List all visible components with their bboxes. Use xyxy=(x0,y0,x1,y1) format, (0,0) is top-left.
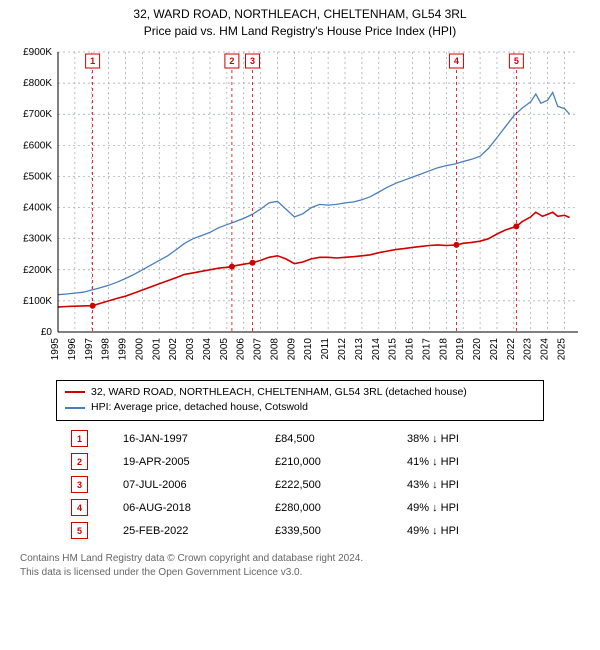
svg-text:2007: 2007 xyxy=(253,337,264,360)
svg-text:2002: 2002 xyxy=(168,337,179,360)
svg-text:2003: 2003 xyxy=(185,337,196,360)
footnote-line1: Contains HM Land Registry data © Crown c… xyxy=(20,552,580,566)
legend-label-property: 32, WARD ROAD, NORTHLEACH, CHELTENHAM, G… xyxy=(91,385,467,401)
svg-text:2010: 2010 xyxy=(303,337,314,360)
sale-price: £222,500 xyxy=(269,473,401,496)
title-line2: Price paid vs. HM Land Registry's House … xyxy=(0,23,600,40)
svg-text:1999: 1999 xyxy=(118,337,129,360)
legend-item-property: 32, WARD ROAD, NORTHLEACH, CHELTENHAM, G… xyxy=(65,385,535,401)
svg-text:2000: 2000 xyxy=(134,337,145,360)
sale-date: 06-AUG-2018 xyxy=(117,496,269,519)
svg-text:£900K: £900K xyxy=(23,47,52,58)
svg-text:2023: 2023 xyxy=(523,337,534,360)
sale-delta: 49% ↓ HPI xyxy=(401,496,535,519)
svg-text:4: 4 xyxy=(454,56,459,66)
svg-text:3: 3 xyxy=(250,56,255,66)
svg-text:£200K: £200K xyxy=(23,264,52,275)
svg-text:1996: 1996 xyxy=(67,337,78,360)
svg-text:£300K: £300K xyxy=(23,233,52,244)
svg-text:2024: 2024 xyxy=(540,337,551,360)
svg-text:£0: £0 xyxy=(41,327,53,338)
marker-box-icon: 4 xyxy=(71,499,88,516)
svg-text:£800K: £800K xyxy=(23,78,52,89)
sale-date: 07-JUL-2006 xyxy=(117,473,269,496)
sale-date: 19-APR-2005 xyxy=(117,450,269,473)
svg-text:1995: 1995 xyxy=(50,337,61,360)
svg-text:2011: 2011 xyxy=(320,337,331,359)
sale-price: £339,500 xyxy=(269,519,401,542)
sale-point-row: 3 07-JUL-2006£222,50043% ↓ HPI xyxy=(65,473,535,496)
svg-text:2020: 2020 xyxy=(472,337,483,360)
svg-text:2015: 2015 xyxy=(388,337,399,360)
svg-text:2005: 2005 xyxy=(219,337,230,360)
legend-swatch-property xyxy=(65,391,85,393)
footnote: Contains HM Land Registry data © Crown c… xyxy=(10,548,590,587)
svg-text:2018: 2018 xyxy=(438,337,449,360)
svg-text:£700K: £700K xyxy=(23,109,52,120)
sale-delta: 38% ↓ HPI xyxy=(401,427,535,450)
svg-text:1: 1 xyxy=(90,56,95,66)
marker-box-icon: 2 xyxy=(71,453,88,470)
sale-points-table: 1 16-JAN-1997£84,50038% ↓ HPI 2 19-APR-2005… xyxy=(65,427,535,542)
svg-text:2022: 2022 xyxy=(506,337,517,360)
marker-box-icon: 3 xyxy=(71,476,88,493)
svg-text:2017: 2017 xyxy=(421,337,432,360)
chart-title-block: 32, WARD ROAD, NORTHLEACH, CHELTENHAM, G… xyxy=(0,0,600,42)
sale-point-row: 4 06-AUG-2018£280,00049% ↓ HPI xyxy=(65,496,535,519)
sale-price: £280,000 xyxy=(269,496,401,519)
chart-area: £0 £100K £200K £300K £400K £500K £600K £700K £80… xyxy=(10,42,590,372)
svg-text:2025: 2025 xyxy=(556,337,567,360)
footnote-line2: This data is licensed under the Open Gov… xyxy=(20,566,580,580)
svg-text:5: 5 xyxy=(514,56,519,66)
sale-date: 25-FEB-2022 xyxy=(117,519,269,542)
marker-box-icon: 1 xyxy=(71,430,88,447)
svg-text:2008: 2008 xyxy=(269,337,280,360)
svg-text:1997: 1997 xyxy=(84,337,95,360)
svg-text:£100K: £100K xyxy=(23,295,52,306)
svg-text:2016: 2016 xyxy=(405,337,416,360)
legend-label-hpi: HPI: Average price, detached house, Cots… xyxy=(91,400,308,416)
svg-text:2001: 2001 xyxy=(151,337,162,360)
svg-text:2004: 2004 xyxy=(202,337,213,360)
svg-text:1998: 1998 xyxy=(101,337,112,360)
sale-delta: 43% ↓ HPI xyxy=(401,473,535,496)
svg-text:2009: 2009 xyxy=(286,337,297,360)
svg-text:£400K: £400K xyxy=(23,202,52,213)
sale-date: 16-JAN-1997 xyxy=(117,427,269,450)
chart-svg: £0 £100K £200K £300K £400K £500K £600K £700K £80… xyxy=(10,42,590,372)
svg-text:2014: 2014 xyxy=(371,337,382,360)
title-line1: 32, WARD ROAD, NORTHLEACH, CHELTENHAM, G… xyxy=(0,6,600,23)
marker-box-icon: 5 xyxy=(71,522,88,539)
sale-price: £84,500 xyxy=(269,427,401,450)
svg-text:2013: 2013 xyxy=(354,337,365,360)
legend-swatch-hpi xyxy=(65,407,85,409)
sale-price: £210,000 xyxy=(269,450,401,473)
svg-text:2006: 2006 xyxy=(236,337,247,360)
sale-delta: 41% ↓ HPI xyxy=(401,450,535,473)
legend-item-hpi: HPI: Average price, detached house, Cots… xyxy=(65,400,535,416)
sale-delta: 49% ↓ HPI xyxy=(401,519,535,542)
legend: 32, WARD ROAD, NORTHLEACH, CHELTENHAM, G… xyxy=(56,380,544,422)
svg-text:2012: 2012 xyxy=(337,337,348,360)
svg-text:2021: 2021 xyxy=(489,337,500,360)
svg-text:2019: 2019 xyxy=(455,337,466,360)
svg-text:£500K: £500K xyxy=(23,171,52,182)
svg-text:£600K: £600K xyxy=(23,140,52,151)
sale-point-row: 1 16-JAN-1997£84,50038% ↓ HPI xyxy=(65,427,535,450)
svg-text:2: 2 xyxy=(229,56,234,66)
sale-point-row: 5 25-FEB-2022£339,50049% ↓ HPI xyxy=(65,519,535,542)
sale-point-row: 2 19-APR-2005£210,00041% ↓ HPI xyxy=(65,450,535,473)
